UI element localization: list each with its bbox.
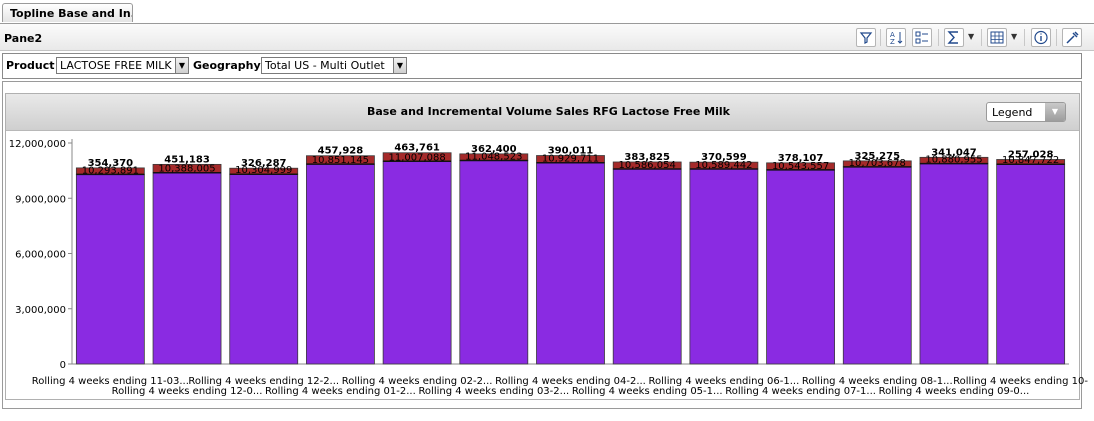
bar-base	[612, 168, 682, 365]
y-tick-label: 9,000,000	[15, 194, 66, 205]
base-value-label: 11,007,088	[388, 152, 445, 163]
bar-base	[229, 173, 299, 365]
pane-title: Pane2	[4, 32, 43, 45]
incremental-value-label: 326,287	[241, 158, 287, 169]
layout-icon[interactable]	[987, 28, 1007, 47]
select-icon[interactable]	[912, 28, 932, 47]
product-label: Product	[6, 59, 55, 72]
x-category-label: Rolling 4 weeks ending 09-0...	[879, 386, 1030, 397]
bar-base	[996, 163, 1066, 365]
filter-icon[interactable]	[856, 28, 876, 47]
base-value-label: 10,293,891	[82, 165, 139, 176]
x-category-label: Rolling 4 weeks ending 03-2...	[418, 386, 569, 397]
bar-base	[382, 160, 452, 365]
svg-text:A: A	[890, 31, 895, 39]
filter-bar: Product LACTOSE FREE MILK ▼ Geography To…	[2, 53, 1082, 79]
svg-text:Z: Z	[890, 38, 895, 46]
x-category-label: Rolling 4 weeks ending 07-1...	[725, 386, 876, 397]
chart-title: Base and Incremental Volume Sales RFG La…	[367, 105, 730, 118]
toolbar-separator	[880, 29, 881, 46]
chevron-down-icon[interactable]: ▼	[1045, 103, 1065, 121]
incremental-value-label: 463,761	[394, 143, 440, 154]
base-value-label: 10,388,005	[158, 164, 215, 175]
x-category-label: Rolling 4 weeks ending 05-1...	[572, 386, 723, 397]
geography-select[interactable]: Total US - Multi Outlet ▼	[261, 57, 407, 74]
base-value-label: 10,847,722	[1002, 155, 1059, 166]
bar-base	[306, 163, 375, 365]
base-value-label: 10,304,999	[235, 165, 292, 176]
incremental-value-label: 341,047	[931, 147, 977, 158]
base-value-label: 10,851,145	[312, 155, 369, 166]
y-tick-label: 3,000,000	[15, 305, 66, 316]
x-category-label: Rolling 4 weeks ending 06-1...	[649, 376, 800, 387]
incremental-value-label: 354,370	[88, 158, 134, 169]
bar-base	[919, 163, 989, 365]
tab-topline[interactable]: Topline Base and In...	[2, 3, 133, 22]
bar-base	[536, 162, 605, 365]
incremental-value-label: 383,825	[624, 152, 670, 163]
legend-label: Legend	[992, 106, 1033, 119]
toolbar-separator	[938, 29, 939, 46]
toolbar-separator	[1024, 29, 1025, 46]
base-value-label: 10,543,557	[772, 161, 829, 172]
x-category-label: Rolling 4 weeks ending 10-	[953, 376, 1088, 387]
incremental-value-label: 257,028	[1008, 149, 1054, 160]
bar-base	[75, 174, 145, 365]
bar-base	[689, 168, 759, 365]
base-value-label: 10,586,054	[619, 160, 676, 171]
tab-bar: Topline Base and In...	[0, 0, 1094, 24]
chevron-down-icon[interactable]: ▼	[968, 32, 975, 41]
base-value-label: 11,048,523	[465, 152, 522, 163]
tab-divider	[0, 23, 1094, 24]
bar-base	[766, 169, 835, 365]
product-select[interactable]: LACTOSE FREE MILK ▼	[56, 57, 189, 74]
geography-value: Total US - Multi Outlet	[265, 59, 385, 72]
incremental-value-label: 325,275	[854, 151, 900, 162]
product-value: LACTOSE FREE MILK	[60, 59, 172, 72]
x-category-label: Rolling 4 weeks ending 12-0...	[112, 386, 263, 397]
base-value-label: 10,703,678	[849, 158, 906, 169]
x-category-label: Rolling 4 weeks ending 08-1...	[802, 376, 953, 387]
incremental-value-label: 451,183	[164, 154, 210, 165]
x-category-label: Rolling 4 weeks ending 11-03...	[32, 376, 189, 387]
legend-dropdown[interactable]: Legend ▼	[986, 102, 1066, 122]
y-tick-label: 0	[60, 360, 66, 371]
bar-base	[152, 172, 222, 365]
y-tick-label: 12,000,000	[9, 139, 66, 150]
chevron-down-icon[interactable]: ▼	[1011, 32, 1018, 41]
bar-base	[842, 166, 912, 365]
x-category-label: Rolling 4 weeks ending 01-2...	[265, 386, 416, 397]
x-category-label: Rolling 4 weeks ending 12-2...	[188, 376, 339, 387]
toolbar-separator	[981, 29, 982, 46]
chevron-down-icon[interactable]: ▼	[175, 58, 188, 73]
y-tick-label: 6,000,000	[15, 250, 66, 261]
incremental-value-label: 457,928	[318, 146, 364, 157]
incremental-value-label: 390,011	[548, 146, 594, 157]
sum-icon[interactable]	[944, 28, 964, 47]
base-value-label: 10,880,955	[925, 155, 982, 166]
incremental-value-label: 370,599	[701, 152, 747, 163]
base-value-label: 10,589,442	[695, 160, 752, 171]
x-category-label: Rolling 4 weeks ending 04-2...	[495, 376, 646, 387]
base-value-label: 10,929,711	[542, 154, 599, 165]
chart-header: Base and Incremental Volume Sales RFG La…	[6, 94, 1079, 131]
geography-label: Geography	[193, 59, 261, 72]
info-icon[interactable]	[1031, 28, 1051, 47]
chevron-down-icon[interactable]: ▼	[393, 58, 406, 73]
bar-base	[459, 160, 529, 365]
incremental-value-label: 378,107	[778, 153, 824, 164]
x-category-label: Rolling 4 weeks ending 02-2...	[342, 376, 493, 387]
incremental-value-label: 362,400	[471, 144, 517, 155]
toolbar-separator	[1056, 29, 1057, 46]
tools-icon[interactable]	[1062, 28, 1082, 47]
